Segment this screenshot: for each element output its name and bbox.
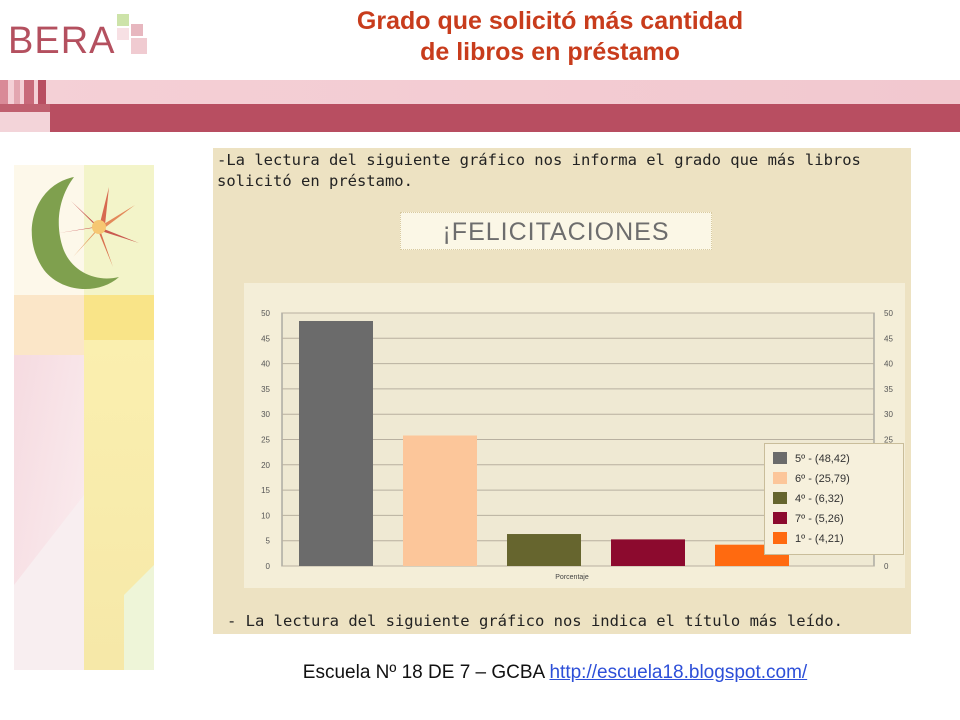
- legend-swatch: [773, 512, 787, 524]
- y-tick-label-right: 50: [884, 309, 893, 318]
- legend-item-2: 4º - (6,32): [773, 490, 844, 508]
- y-tick-label-right: 30: [884, 410, 893, 419]
- bar-2: [507, 534, 581, 566]
- y-tick-label-left: 30: [261, 410, 270, 419]
- decorative-flower-image: [14, 165, 154, 670]
- legend-swatch: [773, 472, 787, 484]
- legend-label: 5º - (48,42): [795, 453, 850, 465]
- chart-legend: 5º - (48,42) 6º - (25,79) 4º - (6,32) 7º - …: [764, 443, 904, 555]
- y-tick-label-right: 0: [884, 562, 889, 571]
- logo-squares-decoration: [113, 14, 153, 58]
- page-title: Grado que solicitó más cantidad de libro…: [220, 6, 880, 68]
- y-tick-label-left: 5: [266, 537, 271, 546]
- y-tick-label-right: 25: [884, 436, 893, 445]
- felicitaciones-banner: ¡FELICITACIONES: [400, 212, 712, 250]
- chart-panel: -La lectura del siguiente gráfico nos in…: [213, 148, 911, 634]
- header-band: [0, 80, 960, 132]
- bar-0: [299, 320, 373, 566]
- intro-line-1: -La lectura del siguiente gráfico nos in…: [217, 151, 861, 169]
- y-tick-label-left: 10: [261, 511, 270, 520]
- legend-item-0: 5º - (48,42): [773, 450, 850, 468]
- x-axis-label: Porcentaje: [555, 574, 589, 581]
- legend-swatch: [773, 492, 787, 504]
- legend-item-3: 7º - (5,26): [773, 510, 844, 528]
- y-tick-label-left: 20: [261, 461, 270, 470]
- legend-item-1: 6º - (25,79): [773, 470, 850, 488]
- outro-text: - La lectura del siguiente gráfico nos i…: [227, 612, 843, 630]
- legend-label: 4º - (6,32): [795, 493, 844, 505]
- bar-1: [403, 435, 477, 566]
- y-tick-label-right: 45: [884, 334, 893, 343]
- legend-swatch: [773, 452, 787, 464]
- legend-item-4: 1º - (4,21): [773, 530, 844, 548]
- school-name: Escuela Nº 18 DE 7 – GCBA: [302, 662, 545, 683]
- y-tick-label-left: 15: [261, 486, 270, 495]
- y-tick-label-left: 45: [261, 334, 270, 343]
- legend-label: 1º - (4,21): [795, 533, 844, 545]
- title-line-1: Grado que solicitó más cantidad: [356, 7, 744, 35]
- bar-3: [611, 539, 685, 566]
- legend-label: 6º - (25,79): [795, 473, 850, 485]
- chart-svg: 0055101015152020252530303535404045455050…: [244, 283, 905, 588]
- y-tick-label-right: 40: [884, 360, 893, 369]
- y-tick-label-left: 25: [261, 436, 270, 445]
- legend-label: 7º - (5,26): [795, 513, 844, 525]
- title-line-2: de libros en préstamo: [420, 38, 680, 66]
- felicitaciones-text: ¡FELICITACIONES: [442, 218, 670, 246]
- legend-swatch: [773, 532, 787, 544]
- blog-link[interactable]: http://escuela18.blogspot.com/: [549, 662, 808, 683]
- y-tick-label-right: 35: [884, 385, 893, 394]
- y-tick-label-left: 0: [266, 562, 271, 571]
- bera-logo: BERA: [8, 20, 116, 62]
- footer-caption: Escuela Nº 18 DE 7 – GCBA http://escuela…: [0, 662, 960, 684]
- y-tick-label-left: 50: [261, 309, 270, 318]
- bar-chart: 0055101015152020252530303535404045455050…: [244, 283, 905, 588]
- intro-text: -La lectura del siguiente gráfico nos in…: [217, 150, 907, 192]
- y-tick-label-left: 40: [261, 360, 270, 369]
- intro-line-2: solicitó en préstamo.: [217, 172, 413, 190]
- y-tick-label-left: 35: [261, 385, 270, 394]
